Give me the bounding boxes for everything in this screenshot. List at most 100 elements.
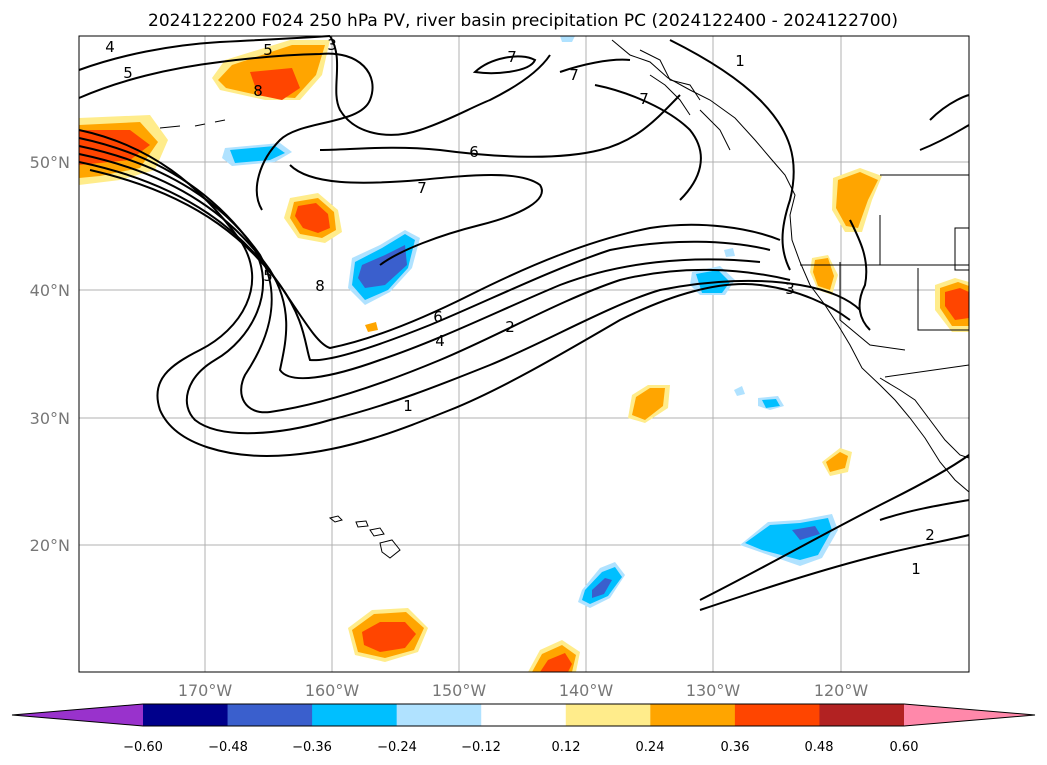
- lon-label: 130°W: [686, 681, 741, 700]
- shade-negative: [592, 578, 612, 598]
- pv-contour-1-south-b: [699, 454, 970, 601]
- figure-title: 2024122200 F024 250 hPa PV, river basin …: [148, 11, 898, 31]
- colorbar-tick-label: 0.24: [636, 740, 665, 755]
- pv-label: 3: [785, 280, 795, 298]
- shade-positive: [250, 68, 300, 100]
- pv-contour-1-north: [669, 39, 795, 271]
- pv-contour-3: [78, 145, 791, 414]
- shade-positive: [632, 388, 665, 420]
- pv-contour-labels: 4 5 5 3 8 7 7 7 6 7 1 5 8 6 4 2 1 3 2 1: [105, 36, 935, 578]
- coastline-north-america: [611, 39, 970, 493]
- lat-label: 40°N: [30, 281, 70, 300]
- shade-negative: [560, 36, 575, 42]
- pv-contour-ne: [919, 94, 970, 151]
- lon-label: 170°W: [178, 681, 233, 700]
- colorbar-tick-label: −0.24: [377, 740, 417, 755]
- map-background: [79, 36, 969, 672]
- pv-contour-1-south: [699, 534, 970, 611]
- lat-label: 20°N: [30, 536, 70, 555]
- pv-label: 7: [417, 179, 427, 197]
- pv-label: 2: [925, 526, 935, 544]
- shade-positive: [362, 622, 416, 652]
- lat-label: 50°N: [30, 153, 70, 172]
- pv-label: 2: [505, 318, 515, 336]
- lon-label: 120°W: [814, 681, 869, 700]
- shade-positive: [826, 452, 848, 472]
- colorbar-tick-label: 0.36: [721, 740, 750, 755]
- pv-label: 1: [735, 52, 745, 70]
- shade-positive: [945, 288, 969, 320]
- pv-label: 1: [403, 397, 413, 415]
- coastline-baja: [879, 377, 970, 459]
- colorbar-segment: [819, 704, 905, 726]
- pv-contour-5: [78, 161, 771, 362]
- shade-positive: [813, 258, 834, 290]
- pv-label: 7: [639, 90, 649, 108]
- pv-contour-4: [78, 35, 331, 71]
- island-maui: [369, 527, 385, 537]
- pv-contour-coast: [849, 219, 871, 331]
- border-state-2: [839, 262, 906, 351]
- map-frame: [78, 35, 970, 673]
- colorbar-segment: [227, 704, 313, 726]
- shade-positive: [365, 322, 378, 332]
- pv-contour-1: [78, 129, 851, 457]
- pv-label: 8: [253, 82, 263, 100]
- island-kauai: [328, 515, 343, 523]
- lat-labels: 50°N 40°N 30°N 20°N: [30, 153, 70, 555]
- colorbar-tick-label: 0.48: [805, 740, 834, 755]
- colorbar-tick-labels: −0.60 −0.48 −0.36 −0.24 −0.12 0.12 0.24 …: [123, 740, 918, 755]
- pv-contour-6: [319, 94, 681, 158]
- colorbar-segment: [734, 704, 820, 726]
- island-hawaii: [379, 539, 401, 559]
- lon-labels: 170°W 160°W 150°W 140°W 130°W 120°W: [178, 681, 869, 700]
- pv-contour-7: [289, 164, 543, 266]
- colorbar-segments: [11, 703, 1036, 727]
- pv-label: 6: [433, 308, 443, 326]
- pv-contour-4b: [78, 153, 761, 380]
- pv-contour-6b: [89, 169, 781, 350]
- colorbar-tick-label: −0.60: [123, 740, 163, 755]
- shade-negative: [724, 248, 735, 257]
- coastline-alaska-islands: [639, 49, 731, 151]
- shade-negative: [762, 399, 780, 408]
- coastlines: [159, 39, 970, 559]
- shade-negative: [792, 526, 820, 540]
- colorbar-extend-low: [12, 704, 143, 726]
- border-state-4: [917, 268, 969, 331]
- pv-contour-7-small: [472, 55, 537, 75]
- lon-label: 160°W: [305, 681, 360, 700]
- lat-label: 30°N: [30, 409, 70, 428]
- pv-label: 3: [327, 36, 337, 54]
- colorbar-segment: [481, 704, 567, 726]
- colorbar: −0.60 −0.48 −0.36 −0.24 −0.12 0.12 0.24 …: [11, 703, 1036, 755]
- colorbar-tick-label: −0.48: [208, 740, 248, 755]
- pv-contours: [78, 35, 970, 611]
- colorbar-extend-high: [904, 704, 1035, 726]
- shade-positive: [836, 172, 878, 228]
- map-panel: 4 5 5 3 8 7 7 7 6 7 1 5 8 6 4 2 1 3 2 1: [78, 35, 970, 673]
- colorbar-segment: [650, 704, 736, 726]
- shade-negative: [734, 386, 745, 396]
- pv-label: 4: [105, 38, 115, 56]
- border-us-mexico: [884, 364, 970, 378]
- pv-contour-7-right: [594, 84, 702, 201]
- coastline-aleutians: [159, 119, 226, 129]
- lon-label: 150°W: [432, 681, 487, 700]
- pv-label: 6: [469, 143, 479, 161]
- shade-positive: [295, 203, 330, 233]
- pv-label: 4: [435, 332, 445, 350]
- pv-label: 7: [507, 48, 517, 66]
- colorbar-tick-label: 0.60: [890, 740, 919, 755]
- colorbar-tick-label: 0.12: [552, 740, 581, 755]
- island-oahu: [355, 520, 369, 528]
- lon-label: 140°W: [559, 681, 614, 700]
- colorbar-tick-label: −0.36: [292, 740, 332, 755]
- pv-label: 5: [123, 64, 133, 82]
- colorbar-segment: [143, 704, 229, 726]
- pv-contour-7-top: [559, 58, 631, 73]
- pv-label: 5: [263, 267, 273, 285]
- pv-label: 1: [911, 560, 921, 578]
- pv-label: 5: [263, 41, 273, 59]
